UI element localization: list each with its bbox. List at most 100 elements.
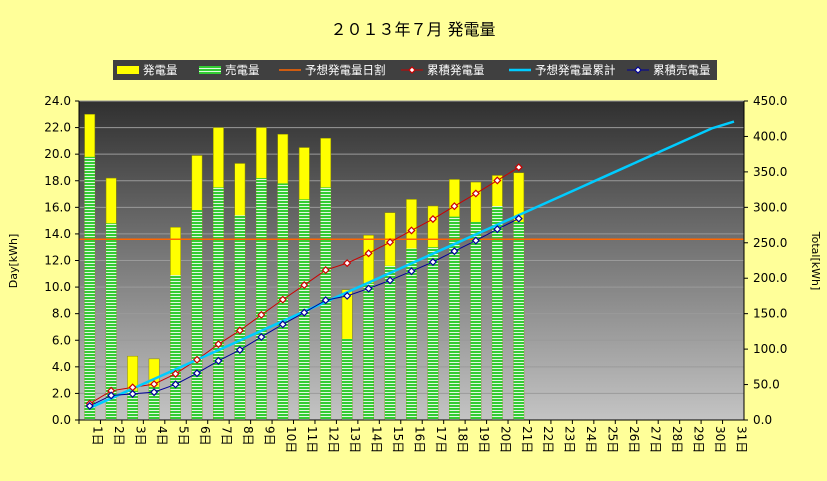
point-cumulative-sold (85, 401, 94, 411)
point-cumulative-generation (450, 202, 459, 211)
point-cumulative-generation (514, 163, 523, 172)
point-cumulative-generation (385, 238, 395, 247)
y-axis-left-label: Day[kWh] (7, 234, 20, 289)
x-tick-label: 28日 (670, 426, 684, 453)
right-tick-label: 300.0 (753, 200, 787, 214)
point-cumulative-sold (428, 257, 438, 267)
legend-label: 売電量 (225, 63, 260, 77)
point-cumulative-sold (407, 267, 416, 276)
x-tick-label: 14日 (370, 426, 384, 453)
bar-sold (513, 221, 524, 420)
left-tick-label: 10.0 (44, 280, 71, 294)
x-tick-label: 15日 (391, 426, 405, 453)
x-tick-label: 24日 (584, 426, 598, 453)
x-tick-label: 20日 (498, 426, 512, 453)
right-tick-label: 200.0 (753, 271, 787, 285)
left-tick-label: 16.0 (44, 200, 71, 214)
legend-label: 発電量 (143, 63, 178, 77)
point-cumulative-sold (450, 247, 459, 256)
point-cumulative-generation (171, 369, 180, 378)
lines (79, 120, 744, 411)
x-tick-label: 25日 (606, 426, 620, 453)
bar-sold (213, 187, 224, 420)
x-tick-label: 7日 (219, 426, 233, 446)
x-tick-label: 31日 (734, 426, 748, 453)
left-tick-label: 6.0 (52, 333, 71, 347)
right-tick-label: 450.0 (753, 94, 787, 108)
right-tick-label: 350.0 (753, 165, 787, 179)
point-cumulative-sold (278, 320, 287, 329)
legend-label: 累積発電量 (427, 63, 485, 77)
right-tick-label: 250.0 (753, 236, 787, 250)
point-cumulative-sold (214, 356, 223, 365)
x-tick-label: 3日 (134, 426, 148, 446)
point-cumulative-sold (343, 291, 352, 300)
right-tick-label: 100.0 (753, 342, 787, 356)
legend-swatch-generation (117, 66, 139, 74)
point-cumulative-sold (257, 332, 266, 342)
point-cumulative-generation (493, 176, 502, 185)
bar-sold (427, 247, 439, 420)
bar-sold (106, 223, 117, 420)
right-tick-label: 150.0 (753, 307, 787, 321)
left-tick-label: 22.0 (44, 121, 71, 135)
point-cumulative-sold (471, 236, 480, 245)
x-tick-label: 26日 (627, 426, 641, 453)
point-cumulative-generation (300, 281, 309, 290)
point-cumulative-generation (321, 266, 330, 275)
left-tick-label: 14.0 (44, 227, 71, 241)
x-tick-label: 8日 (241, 426, 255, 446)
x-tick-label: 17日 (434, 426, 448, 453)
bar-sold (256, 178, 267, 420)
left-axis: 0.0 2.0 4.0 6.0 8.0 10.0 12.0 14.0 16.0 18.0 20.0 2… (44, 94, 80, 427)
x-tick-label: 13日 (348, 426, 362, 453)
y-axis-right-label: Total[kWh] (809, 231, 822, 291)
point-cumulative-generation (364, 249, 373, 258)
point-cumulative-sold (364, 284, 373, 293)
point-cumulative-sold (514, 214, 523, 223)
x-tick-label: 12日 (327, 426, 341, 453)
bar-sold (191, 209, 203, 420)
point-cumulative-generation (278, 295, 287, 304)
x-tick-label: 4日 (155, 426, 169, 446)
bar-sold (470, 221, 482, 420)
chart-title: ２０１３年７月 発電量 (330, 20, 495, 39)
right-axis: 0.0 50.0 100.0 150.0 200.0 250.0 300.0 350.0 400… (743, 94, 787, 427)
x-tick-label: 18日 (455, 426, 469, 453)
legend-swatch-sold (199, 66, 221, 74)
x-tick-label: 16日 (413, 426, 427, 453)
x-tick-label: 9日 (262, 426, 276, 446)
legend-label: 累積売電量 (653, 63, 711, 77)
x-tick-label: 2日 (112, 426, 126, 446)
bar-sold (384, 265, 396, 420)
bar-sold (127, 390, 138, 420)
bar-sold (84, 156, 95, 420)
bar-sold (170, 275, 181, 420)
x-tick-label: 21日 (520, 426, 534, 453)
x-tick-label: 30日 (713, 426, 727, 453)
x-tick-label: 23日 (563, 426, 577, 453)
point-cumulative-generation (428, 214, 438, 224)
right-tick-label: 400.0 (753, 129, 787, 143)
left-tick-label: 18.0 (44, 174, 71, 188)
point-cumulative-generation (150, 380, 159, 389)
x-tick-label: 29日 (691, 426, 705, 453)
point-cumulative-sold (128, 389, 137, 398)
bar-sold (406, 248, 417, 420)
point-cumulative-sold (235, 345, 244, 354)
point-cumulative-sold (192, 369, 202, 378)
x-tick-label: 11日 (305, 426, 319, 453)
x-tick-label: 1日 (91, 426, 105, 446)
x-tick-label: 19日 (477, 426, 491, 453)
point-cumulative-sold (171, 380, 180, 389)
right-tick-label: 50.0 (753, 378, 780, 392)
left-tick-label: 12.0 (44, 254, 71, 268)
left-tick-label: 2.0 (52, 386, 71, 400)
legend-swatch-marker (634, 66, 642, 74)
point-cumulative-generation (192, 355, 202, 364)
x-tick-label: 6日 (198, 426, 212, 446)
x-tick-label: 10日 (284, 426, 298, 453)
legend-label: 予想発電量日割 (305, 63, 386, 77)
